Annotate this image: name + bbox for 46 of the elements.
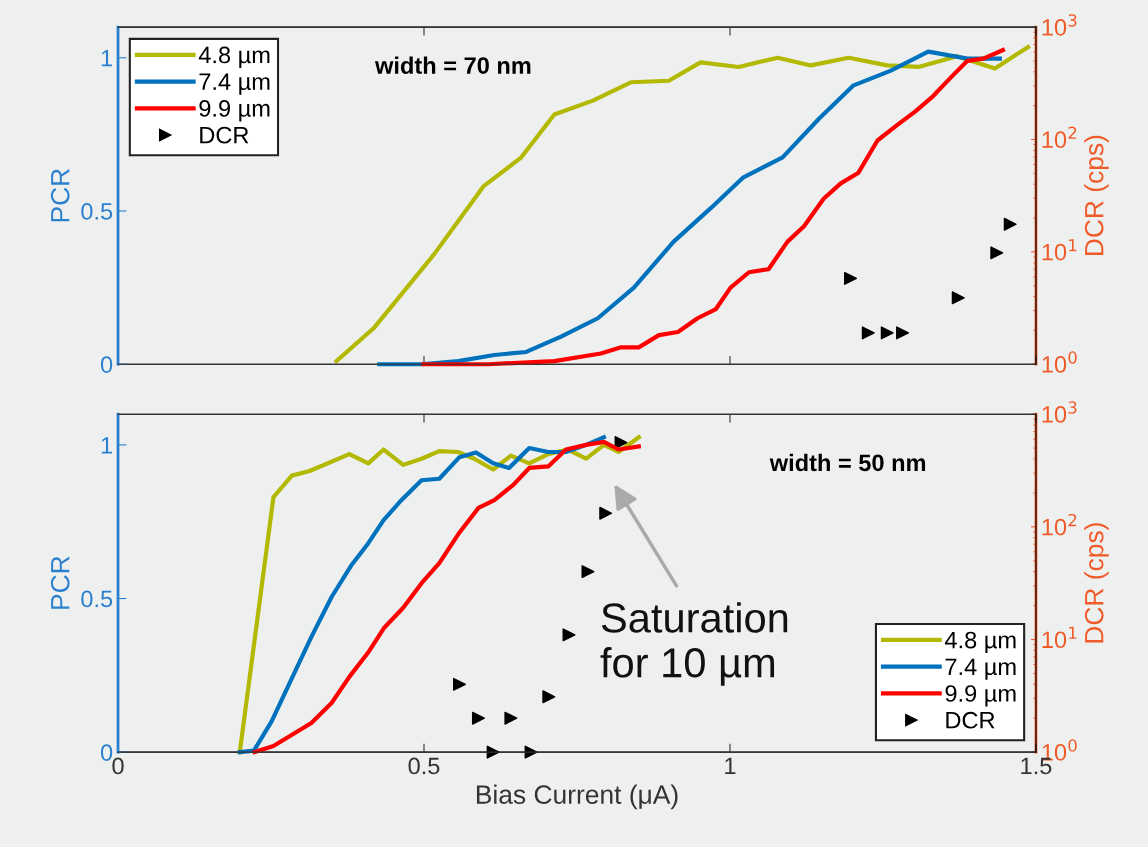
point <box>880 326 894 340</box>
y2-axis-title: DCR (cps) <box>1084 135 1109 256</box>
annotation: Saturation for 10 µm <box>600 602 788 686</box>
point <box>542 690 556 704</box>
point <box>861 326 875 340</box>
legend-label: DCR <box>200 126 249 144</box>
point <box>452 677 466 691</box>
annotation: width = 70 nm <box>374 56 531 74</box>
y2-tick-label: 10$^{2}$ <box>1042 513 1077 536</box>
y-tick-label: 1 <box>101 437 112 454</box>
y-tick-label: 1 <box>101 50 112 67</box>
x-tick-label: 0.5 <box>408 757 440 775</box>
legend-label: 7.4 µm <box>199 73 270 95</box>
y2-tick-label: 10$^{1}$ <box>1042 626 1077 649</box>
y2-tick-label: 10$^{2}$ <box>1042 126 1077 149</box>
y2-tick-label: 10$^{3}$ <box>1042 401 1077 423</box>
y-tick-label: 0.5 <box>81 590 113 608</box>
y-tick-label: 0 <box>100 744 113 761</box>
y-tick-label: 0 <box>100 356 113 373</box>
legend-label: 4.8 µm <box>944 631 1016 654</box>
x-tick-label: 0 <box>112 757 124 775</box>
x-tick-label: 1 <box>725 757 736 775</box>
legend-label: 9.9 µm <box>199 100 270 122</box>
x-axis-title: Bias Current (μA) <box>476 784 678 810</box>
y-axis-title: PCR <box>50 169 70 222</box>
point <box>581 565 595 579</box>
y2-tick-label: 10$^{3}$ <box>1042 14 1077 36</box>
legend-label: DCR <box>946 711 995 729</box>
y-axis-title: PCR <box>50 556 70 609</box>
y2-tick-label: 10$^{0}$ <box>1042 351 1077 373</box>
point <box>990 246 1004 260</box>
y-tick-label: 0.5 <box>81 203 113 220</box>
legend-label: 4.8 µm <box>198 46 270 68</box>
point <box>896 326 910 340</box>
annotation: width = 50 nm <box>769 453 926 472</box>
point <box>1003 217 1017 231</box>
y2-axis-title: DCR (cps) <box>1084 523 1109 643</box>
point <box>951 291 965 305</box>
point <box>844 271 858 285</box>
point <box>471 711 485 725</box>
point <box>562 628 576 642</box>
legend-label: 7.4 µm <box>945 658 1016 680</box>
legend-label: 9.9 µm <box>945 685 1016 707</box>
y2-tick-label: 10$^{1}$ <box>1042 239 1077 261</box>
point <box>599 506 613 520</box>
point <box>504 711 518 725</box>
